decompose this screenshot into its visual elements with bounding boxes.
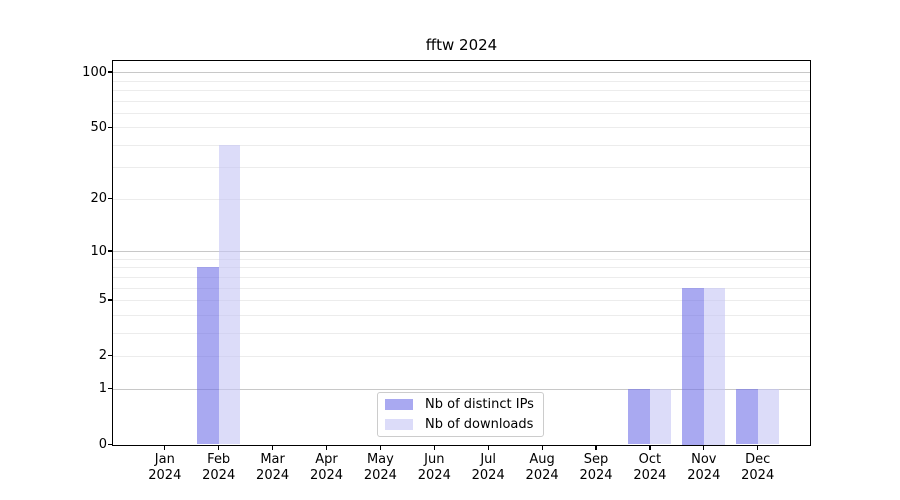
x-tick-label: Feb 2024 (202, 452, 236, 483)
legend-label-downloads: Nb of downloads (425, 417, 534, 432)
x-tick-mark (379, 445, 382, 450)
gridline-minor (113, 198, 810, 200)
x-tick-mark (218, 445, 220, 450)
x-tick-label: Jun 2024 (417, 452, 451, 483)
y-tick-label: 10 (90, 243, 107, 259)
y-tick-label: 50 (90, 119, 107, 135)
legend-label-distinct-ips: Nb of distinct IPs (425, 397, 534, 412)
gridline-minor (113, 127, 810, 129)
x-tick-mark (703, 445, 705, 450)
gridline-minor (113, 167, 810, 169)
x-tick-label: Jul 2024 (471, 452, 505, 483)
bar-downloads (218, 144, 241, 445)
gridline-major (113, 388, 810, 390)
bar-distinct-ips (736, 388, 758, 445)
gridline-minor (113, 299, 810, 301)
y-tick-mark (108, 299, 113, 301)
legend-swatch-downloads (385, 419, 413, 430)
chart-title: fftw 2024 (425, 36, 498, 54)
x-tick-label: Apr 2024 (309, 452, 344, 483)
y-tick-mark (108, 250, 113, 252)
y-tick-mark (108, 71, 113, 73)
x-tick-mark (164, 445, 166, 450)
plot-area (113, 61, 810, 445)
y-tick-label: 1 (98, 381, 107, 397)
x-tick-label: Aug 2024 (525, 452, 559, 483)
y-tick-label: 5 (98, 292, 107, 308)
bar-distinct-ips (682, 287, 704, 445)
x-tick-label: Nov 2024 (687, 452, 721, 483)
y-tick-mark (108, 387, 113, 390)
gridline-minor (113, 267, 810, 269)
gridline-minor (113, 89, 810, 91)
y-tick-label: 20 (90, 191, 107, 207)
x-tick-label: Sep 2024 (579, 452, 613, 483)
x-tick-mark (757, 445, 759, 450)
gridline-minor (113, 276, 810, 278)
y-tick-mark (108, 355, 113, 357)
x-tick-label: May 2024 (363, 452, 397, 483)
bar-downloads (757, 388, 780, 445)
x-tick-label: Dec 2024 (741, 452, 775, 483)
bar-downloads (649, 388, 672, 445)
y-tick-label: 100 (82, 64, 107, 80)
x-tick-mark (433, 445, 435, 450)
legend: Nb of distinct IPs Nb of downloads (377, 392, 544, 437)
gridline-major (113, 72, 810, 74)
y-tick-label: 2 (98, 348, 107, 364)
gridline-minor (113, 258, 810, 260)
x-tick-mark (649, 445, 651, 450)
y-tick-label: 0 (98, 437, 107, 452)
gridline-minor (113, 287, 810, 289)
bar-downloads (703, 287, 726, 445)
legend-swatch-distinct-ips (385, 399, 413, 410)
y-tick-mark (108, 443, 113, 446)
y-tick-mark (108, 126, 113, 128)
x-tick-mark (325, 445, 328, 450)
x-tick-mark (487, 445, 489, 450)
legend-item-downloads: Nb of downloads (385, 416, 543, 433)
legend-item-distinct-ips: Nb of distinct IPs (385, 396, 543, 413)
bar-distinct-ips (197, 267, 219, 445)
gridline-minor (113, 314, 810, 316)
y-tick-mark (108, 198, 113, 200)
gridline-minor (113, 100, 810, 102)
x-tick-label: Oct 2024 (633, 452, 667, 483)
x-tick-mark (595, 445, 597, 450)
bar-distinct-ips (628, 388, 650, 445)
x-tick-label: Mar 2024 (256, 452, 290, 483)
gridline-minor (113, 112, 810, 114)
gridline-major (113, 251, 810, 252)
gridline-minor (113, 144, 810, 146)
x-tick-mark (541, 445, 543, 450)
x-tick-mark (272, 445, 274, 450)
gridline-minor (113, 80, 810, 82)
gridline-minor (113, 355, 810, 357)
x-tick-label: Jan 2024 (148, 452, 182, 483)
gridline-minor (113, 332, 810, 334)
